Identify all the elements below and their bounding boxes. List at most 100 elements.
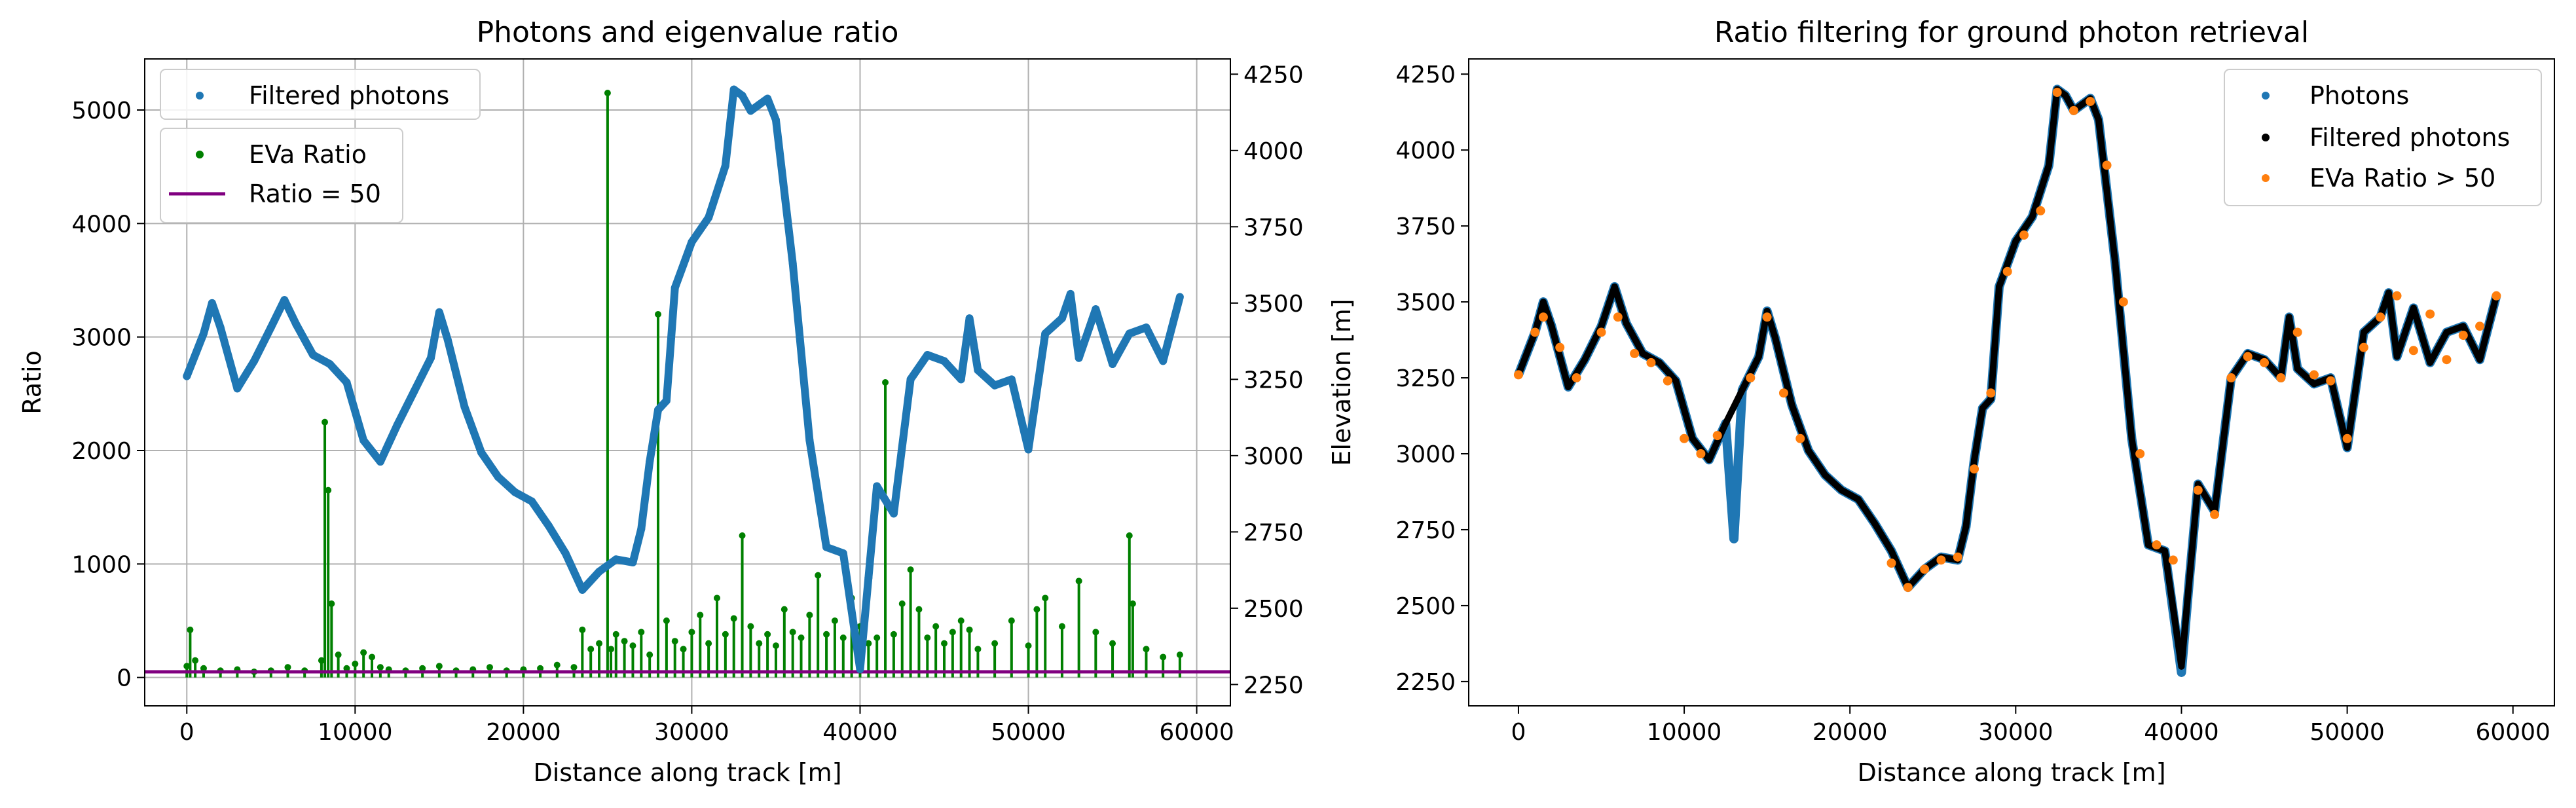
chart-1-eva-point-78 [957, 617, 965, 624]
chart-1-eva-point-67 [865, 640, 872, 647]
chart-2: 0 10000 20000 30000 40000 50000 60000 2250 2500… [1395, 16, 2555, 787]
chart-1-photons-point-7 [280, 296, 289, 304]
chart-1-eva-point-49 [713, 595, 720, 602]
chart-1-photons-point-27 [595, 567, 604, 576]
chart-1-photons-point-59 [1007, 375, 1016, 384]
chart-1-eva-point-74 [924, 634, 931, 641]
chart-1-eva-point-12 [325, 487, 332, 494]
chart-1-eva-point-75 [932, 623, 940, 630]
chart-2-filtered-point-30 [1962, 523, 1970, 530]
chart-1-eva-point-58 [789, 629, 796, 636]
chart-1-x-tick-label-2: 20000 [486, 719, 561, 746]
chart-1-x-axis-label: Distance along track [m] [533, 758, 841, 787]
chart-1-eva-point-57 [781, 606, 788, 613]
chart-1-eva-point-62 [823, 631, 830, 638]
chart-1-y-tick-label-0: 0 [117, 665, 132, 692]
chart-2-eva-point-49 [2425, 309, 2435, 319]
chart-2-x-tick-label-5: 50000 [2309, 719, 2385, 746]
chart-2-filtered-point-64 [2393, 353, 2401, 360]
chart-2-x-axis-label: Distance along track [m] [1857, 758, 2165, 787]
chart-2-eva-point-25 [2019, 230, 2029, 240]
chart-2-y-tick-label-0: 2250 [1395, 669, 1456, 696]
chart-1-eva-point-94 [1176, 652, 1183, 658]
chart-2-eva-point-51 [2458, 331, 2468, 340]
chart-1-eva-point-73 [915, 606, 923, 613]
chart-1-photons-point-32 [654, 405, 663, 414]
chart-1-photons-point-63 [1066, 289, 1075, 298]
chart-1-photons-point-39 [738, 91, 746, 100]
chart-1-photons-point-20 [477, 449, 486, 457]
chart-1-photons-point-57 [974, 366, 982, 375]
chart-1-eva-point-19 [377, 664, 384, 671]
chart-1-y2-axis-label: Elevation [m] [1327, 299, 1356, 466]
chart-1-eva-point-71 [898, 600, 906, 607]
chart-2-eva-point-41 [2292, 327, 2302, 337]
chart-1-eva-point-13 [328, 600, 335, 607]
chart-2-series-eva-ratio-gt-50 [1513, 88, 2501, 593]
chart-2-eva-point-3 [1555, 342, 1565, 352]
chart-1-eva-point-82 [1008, 617, 1015, 624]
chart-1-eva-point-72 [907, 566, 914, 573]
chart-1-photons-point-1 [199, 329, 208, 338]
chart-2-filtered-point-65 [2410, 304, 2417, 312]
chart-1-photons-point-10 [325, 360, 334, 369]
chart-1-photons-point-3 [216, 323, 225, 332]
chart-2-eva-point-27 [2052, 88, 2062, 98]
chart-2-photons-point-15 [1730, 534, 1739, 543]
chart-2-eva-point-4 [1572, 373, 1581, 383]
chart-2-filtered-point-4 [1564, 383, 1572, 390]
chart-1-photons-point-11 [342, 378, 351, 386]
chart-2-filtered-point-17 [1763, 307, 1771, 314]
chart-1-x-ticks: 0 10000 20000 30000 40000 50000 60000 [179, 706, 1234, 746]
chart-1-photons-point-2 [208, 299, 216, 307]
chart-1-photons-point-14 [393, 421, 401, 430]
chart-1-eva-point-23 [435, 663, 443, 670]
chart-1-photons-point-19 [460, 403, 469, 411]
chart-2-eva-point-1 [1530, 327, 1540, 337]
chart-2-legend-photons-label: Photons [2309, 81, 2409, 110]
chart-1-photons-point-31 [646, 458, 654, 466]
chart-1-eva-point-76 [941, 640, 948, 647]
chart-2-filtered-point-34 [1996, 283, 2003, 290]
chart-1-y-tick-label-2: 2000 [71, 438, 132, 465]
chart-1-eva-point-14 [335, 652, 342, 658]
chart-1-photons-point-0 [183, 372, 191, 380]
chart-2-filtered-point-49 [2186, 572, 2194, 579]
chart-1-eva-point-51 [730, 615, 737, 622]
chart-1-photons-point-68 [1142, 323, 1150, 332]
chart-2-x-tick-label-0: 0 [1511, 719, 1526, 746]
chart-1-eva-point-10 [318, 657, 325, 664]
chart-1-photons-point-52 [906, 375, 915, 384]
chart-1-eva-point-30 [553, 661, 561, 669]
chart-2-filtered-point-31 [1971, 456, 1978, 464]
chart-1-legend-2: EVa Ratio Ratio = 50 [160, 128, 403, 223]
chart-1-photons-point-18 [443, 335, 452, 344]
chart-2-filtered-point-23 [1854, 496, 1862, 503]
chart-1-eva-point-52 [739, 532, 746, 539]
chart-1-eva-point-87 [1075, 578, 1082, 585]
chart-2-filtered-point-15 [1739, 386, 1746, 394]
chart-2-legend: Photons Filtered photons EVa Ratio > 50 [2224, 69, 2542, 206]
chart-2-eva-point-16 [1795, 433, 1805, 443]
chart-1-y-ticks: 0 1000 2000 3000 4000 5000 [71, 98, 145, 692]
chart-1-eva-point-63 [831, 617, 838, 624]
chart-1-y2-tick-label-8: 4250 [1243, 62, 1304, 88]
chart-1-x-tick-label-6: 60000 [1159, 719, 1234, 746]
chart-2-filtered-point-16 [1755, 353, 1762, 360]
chart-2-filtered-point-61 [2360, 329, 2367, 336]
chart-2-filtered-point-13 [1706, 456, 1713, 464]
chart-1-y2-tick-label-1: 2500 [1243, 596, 1304, 623]
chart-2-x-ticks: 0 10000 20000 30000 40000 50000 60000 [1511, 706, 2550, 746]
chart-2-eva-point-17 [1886, 558, 1896, 568]
chart-1-photons-point-22 [511, 488, 519, 496]
chart-1-eva-point-33 [587, 646, 595, 653]
chart-1-eva-point-47 [697, 612, 704, 619]
chart-2-filtered-point-57 [2294, 365, 2301, 373]
chart-1-eva-point-18 [369, 653, 376, 661]
chart-1-eva-point-26 [486, 664, 493, 671]
chart-1-y-tick-label-3: 3000 [71, 325, 132, 352]
chart-2-filtered-point-18 [1772, 335, 1779, 342]
chart-2-filtered-point-47 [2162, 547, 2169, 555]
chart-1-eva-point-55 [764, 631, 771, 638]
chart-1-eva-point-88 [1092, 629, 1099, 636]
